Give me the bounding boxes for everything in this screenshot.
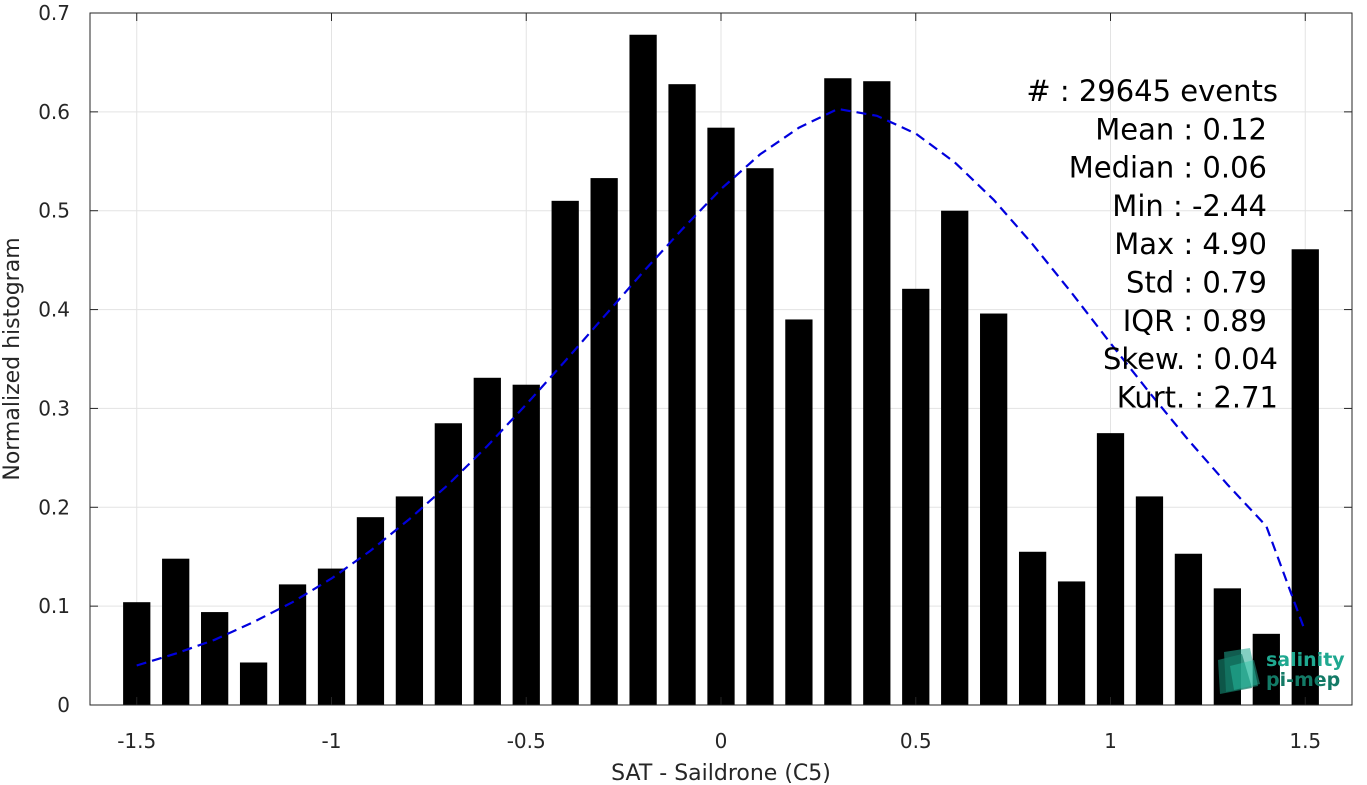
histogram-bar	[434, 423, 462, 705]
y-tick-label: 0.6	[38, 100, 70, 124]
histogram-bars	[123, 34, 1319, 706]
stats-line: Skew. : 0.04	[1103, 342, 1278, 376]
histogram-bar	[317, 568, 346, 705]
stats-line: IQR : 0.89	[1123, 304, 1267, 338]
histogram-bar	[863, 81, 891, 705]
histogram-bar	[785, 319, 813, 705]
histogram-bar	[941, 210, 969, 705]
x-axis-label: SAT - Saildrone (C5)	[611, 761, 831, 785]
salinity-pimep-logo: salinity pi-mep	[1218, 648, 1345, 694]
histogram-bar	[707, 127, 735, 705]
x-tick-label: 1.5	[1289, 729, 1321, 753]
histogram-bar	[1096, 433, 1125, 705]
histogram-bar	[201, 612, 229, 705]
stats-line: Min : -2.44	[1112, 189, 1267, 223]
histogram-bar	[512, 384, 540, 705]
stats-line: # : 29645 events	[1026, 74, 1278, 108]
y-axis-ticks: 0 0.1 0.2 0.3 0.4 0.5 0.6 0.7	[38, 1, 1352, 717]
logo-line-1: salinity	[1266, 649, 1345, 671]
histogram-bar	[1135, 496, 1164, 705]
stats-line: Max : 4.90	[1114, 227, 1267, 261]
histogram-bar	[356, 517, 385, 705]
histogram-bar	[668, 84, 696, 706]
stats-line: Mean : 0.12	[1095, 112, 1267, 146]
stats-line: Kurt. : 2.71	[1117, 380, 1278, 414]
histogram-bar	[473, 377, 501, 705]
y-tick-label: 0.1	[38, 594, 70, 618]
x-tick-label: -1.5	[117, 729, 156, 753]
x-tick-label: -0.5	[507, 729, 546, 753]
y-tick-label: 0	[57, 693, 70, 717]
stats-line: Std : 0.79	[1126, 266, 1267, 300]
x-tick-label: 0	[715, 729, 728, 753]
histogram-bar	[395, 496, 424, 705]
histogram-bar	[123, 602, 151, 705]
histogram-bar	[239, 662, 268, 705]
histogram-bar	[629, 34, 657, 705]
histogram-bar	[551, 200, 579, 706]
histogram-bar	[1252, 633, 1280, 705]
histogram-bar	[1291, 249, 1319, 706]
y-tick-label: 0.3	[38, 396, 70, 420]
y-axis-label: Normalized histogram	[0, 237, 25, 480]
x-tick-label: 0.5	[900, 729, 932, 753]
histogram-bar	[590, 178, 618, 705]
x-tick-label: -1	[322, 729, 342, 753]
logo-line-2: pi-mep	[1266, 669, 1340, 691]
histogram-bar	[980, 313, 1008, 705]
y-tick-label: 0.2	[38, 495, 70, 519]
gaussian-fit-line	[136, 107, 1307, 667]
histogram-bar	[278, 584, 307, 705]
histogram-bar	[162, 558, 190, 705]
y-tick-label: 0.7	[38, 1, 70, 25]
x-axis-ticks: -1.5 -1 -0.5 0 0.5 1 1.5	[117, 13, 1321, 753]
histogram-bar	[1018, 551, 1047, 705]
histogram-bar	[824, 78, 852, 705]
histogram-bar	[1057, 581, 1086, 705]
logo-emblem-icon	[1218, 648, 1260, 694]
stats-annotation: # : 29645 events Mean : 0.12 Median : 0.06…	[1026, 74, 1278, 414]
y-tick-label: 0.4	[38, 298, 70, 322]
histogram-bar	[902, 288, 930, 705]
histogram-bar	[1174, 553, 1203, 705]
histogram-bar	[746, 168, 774, 706]
x-tick-label: 1	[1104, 729, 1117, 753]
stats-line: Median : 0.06	[1069, 151, 1267, 185]
y-tick-label: 0.5	[38, 199, 70, 223]
